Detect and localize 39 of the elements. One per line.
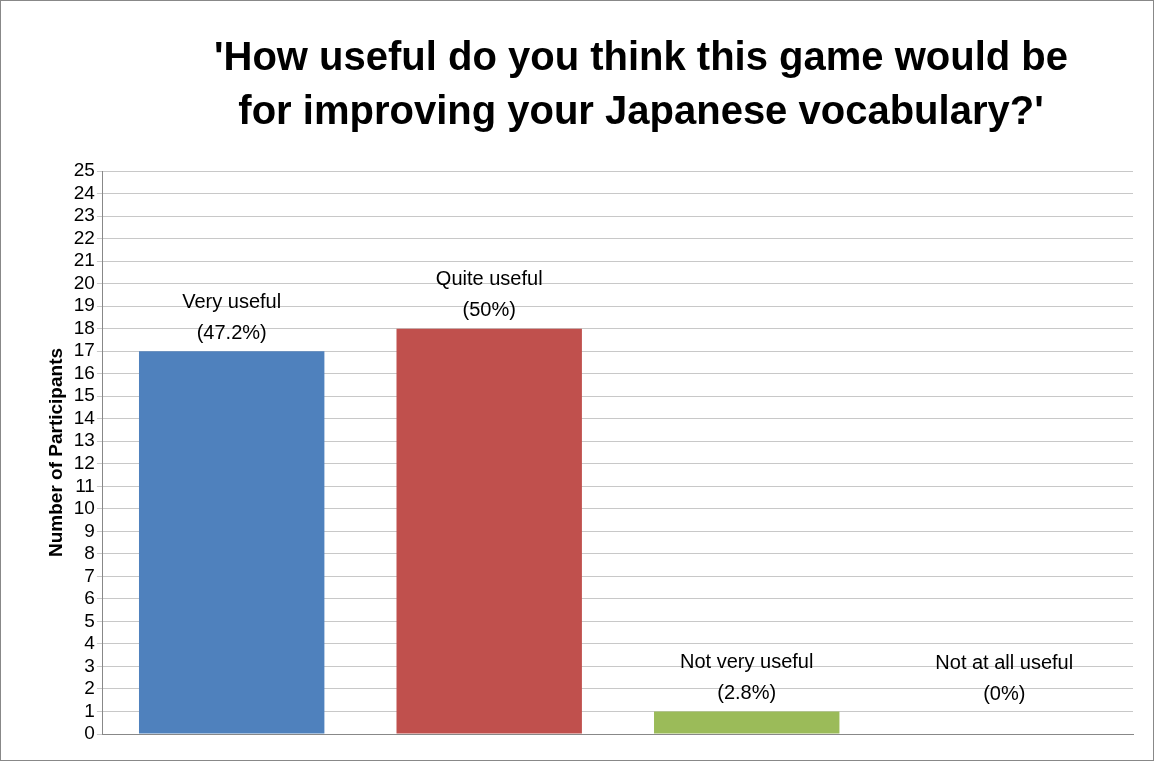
- x-tick-label: Quite useful: [435, 267, 543, 290]
- y-tick-label: 17: [73, 339, 95, 361]
- y-tick-label: 3: [84, 654, 95, 676]
- y-tick-label: 8: [84, 542, 95, 564]
- x-tick-label: Not very useful: [680, 650, 814, 672]
- y-tick-label: 25: [73, 159, 95, 181]
- annotation: (50%): [462, 298, 516, 321]
- y-tick-label: 19: [73, 294, 95, 316]
- y-tick-label: 11: [75, 474, 95, 496]
- annotation: (47.2%): [196, 320, 267, 343]
- y-tick-label: 15: [73, 384, 95, 406]
- y-tick-label: 7: [84, 564, 95, 586]
- chart-title: 'How useful do you think this game would be for improving your Japanese vocabulary?': [213, 33, 1069, 134]
- bar: [138, 351, 325, 734]
- y-tick-label: 1: [84, 699, 95, 721]
- y-tick-label: 16: [73, 361, 95, 383]
- y-axis-title: Number of Participants: [44, 347, 66, 558]
- x-tick-label: Not at all useful: [935, 650, 1074, 673]
- y-tick-label: 13: [73, 429, 95, 451]
- y-tick-label: 20: [73, 271, 95, 293]
- annotation: (0%): [983, 681, 1026, 704]
- y-tick-label: 23: [73, 204, 95, 226]
- y-tick-label: 0: [84, 722, 95, 744]
- y-tick-label: 9: [84, 519, 95, 541]
- x-tick-label: Very useful: [182, 289, 282, 312]
- y-tick-label: 24: [73, 181, 96, 203]
- annotation: (2.8%): [717, 681, 777, 703]
- bar: [654, 711, 840, 734]
- y-tick-label: 22: [73, 226, 95, 248]
- y-tick-label: 18: [73, 316, 95, 338]
- y-tick-label: 12: [73, 451, 95, 473]
- y-tick-label: 4: [84, 632, 96, 654]
- y-tick-label: 5: [84, 609, 95, 631]
- bar: [396, 328, 582, 734]
- y-tick-label: 6: [84, 587, 95, 609]
- y-tick-label: 21: [73, 249, 95, 271]
- y-tick-label: 2: [84, 677, 95, 699]
- y-tick-label: 10: [73, 497, 95, 519]
- y-tick-label: 14: [73, 406, 96, 428]
